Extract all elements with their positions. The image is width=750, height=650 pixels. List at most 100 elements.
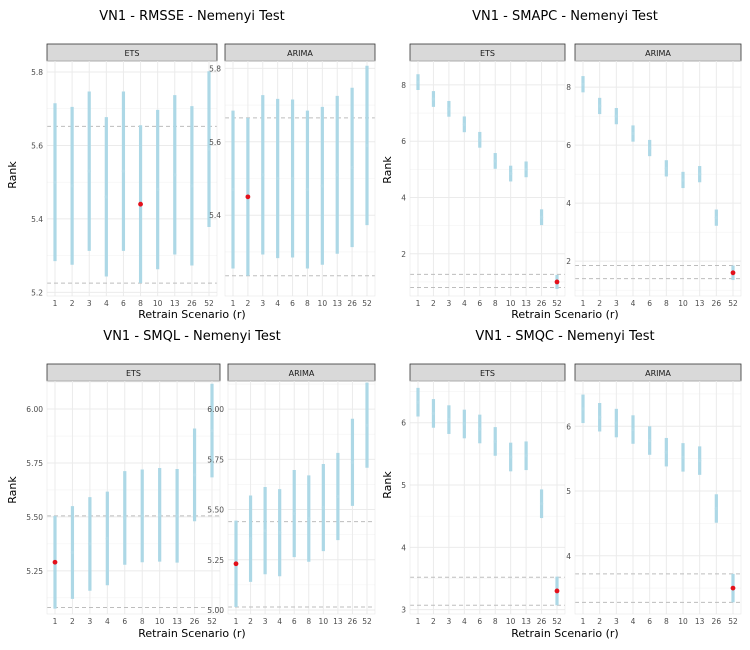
mean-rank-point xyxy=(192,473,197,477)
panel-ets: ETS 2 4 6 8 1 2 3 4 6 8 10 13 26 52 xyxy=(401,43,566,308)
chart-4: VN1 - SMQC - Nemenyi Test Retrain Scenari… xyxy=(381,329,742,640)
mean-rank-point xyxy=(493,439,497,444)
mean-rank-point xyxy=(431,97,436,101)
mean-rank-point xyxy=(70,184,74,188)
x-tick-label: 10 xyxy=(678,617,688,626)
mean-rank-point xyxy=(53,180,57,184)
mean-rank-point xyxy=(87,169,91,173)
x-tick-label: 6 xyxy=(121,299,126,308)
y-tick-label: 3 xyxy=(401,606,406,615)
mean-rank-point xyxy=(509,455,513,459)
x-tick-label: 8 xyxy=(493,299,498,308)
x-tick-label: 3 xyxy=(87,299,92,308)
x-tick-label: 52 xyxy=(204,299,214,308)
x-tick-label: 6 xyxy=(647,617,652,626)
x-axis-label: Retrain Scenario (r) xyxy=(138,627,245,640)
y-axis-label: Rank xyxy=(6,476,19,504)
x-tick-label: 1 xyxy=(231,299,236,308)
panel-arima: ARIMA 4 5 6 1 2 3 4 6 8 10 13 26 52 xyxy=(566,363,742,626)
x-tick-label: 13 xyxy=(521,299,531,308)
x-tick-label: 2 xyxy=(248,617,253,626)
x-tick-label: 26 xyxy=(537,617,547,626)
facet-strip-label: ETS xyxy=(480,369,495,378)
mean-rank-point xyxy=(307,516,311,521)
y-tick-label: 2 xyxy=(401,250,406,259)
panel-arima: ARIMA 5.00 5.25 5.50 5.75 6.00 1 2 3 4 6 8 10 13 26 52 xyxy=(207,363,376,626)
x-tick-label: 2 xyxy=(431,299,436,308)
mean-rank-point xyxy=(335,173,339,177)
mean-rank-point xyxy=(292,511,296,516)
y-tick-label: 5.6 xyxy=(209,138,221,147)
x-tick-label: 4 xyxy=(631,299,636,308)
x-tick-label: 13 xyxy=(333,617,343,626)
best-rank-point xyxy=(233,561,239,567)
best-rank-point xyxy=(138,201,143,207)
mean-rank-point xyxy=(158,513,162,517)
x-tick-label: 52 xyxy=(362,617,372,626)
y-tick-label: 5.75 xyxy=(207,455,224,464)
x-tick-label: 10 xyxy=(155,617,165,626)
x-tick-label: 13 xyxy=(521,617,531,626)
mean-rank-point xyxy=(524,454,528,458)
x-tick-label: 2 xyxy=(70,299,75,308)
mean-rank-point xyxy=(462,122,466,126)
mean-rank-point xyxy=(598,104,602,108)
y-tick-label: 6 xyxy=(566,422,571,431)
mean-rank-point xyxy=(190,184,194,188)
y-tick-label: 5.50 xyxy=(207,506,224,515)
y-tick-label: 6.00 xyxy=(26,405,43,414)
x-tick-label: 3 xyxy=(260,299,265,308)
y-tick-label: 8 xyxy=(566,83,571,92)
mean-rank-point xyxy=(478,138,482,142)
mean-rank-point xyxy=(631,427,635,432)
panel-ets: ETS 3 4 5 6 1 2 3 4 6 8 10 13 26 52 xyxy=(401,363,566,626)
mean-rank-point xyxy=(263,529,267,533)
x-tick-label: 10 xyxy=(678,299,688,308)
mean-rank-point xyxy=(431,411,436,415)
mean-rank-point xyxy=(524,167,528,171)
y-tick-label: 8 xyxy=(401,81,406,90)
y-tick-label: 5.8 xyxy=(209,64,221,73)
mean-rank-point xyxy=(365,143,369,148)
panel-frame xyxy=(409,60,566,297)
x-tick-label: 4 xyxy=(277,617,282,626)
chart-title: VN1 - SMQC - Nemenyi Test xyxy=(475,329,654,344)
facet-strip-label: ARIMA xyxy=(645,49,671,58)
panel-frame xyxy=(227,380,376,615)
mean-rank-point xyxy=(493,159,497,163)
x-tick-label: 1 xyxy=(53,299,58,308)
mean-rank-point xyxy=(104,195,108,199)
x-tick-label: 26 xyxy=(347,299,357,308)
x-tick-label: 2 xyxy=(70,617,75,626)
x-tick-label: 4 xyxy=(462,617,467,626)
x-tick-label: 26 xyxy=(712,617,722,626)
y-tick-label: 6 xyxy=(401,137,406,146)
mean-rank-point xyxy=(681,455,685,459)
x-tick-label: 52 xyxy=(728,617,738,626)
mean-rank-point xyxy=(447,418,451,422)
mean-rank-point xyxy=(462,422,466,426)
mean-rank-point xyxy=(539,215,544,219)
mean-rank-point xyxy=(207,147,211,151)
x-tick-label: 4 xyxy=(105,617,110,626)
chart-title: VN1 - SMQL - Nemenyi Test xyxy=(103,329,280,344)
y-tick-label: 5.50 xyxy=(26,513,43,522)
x-tick-label: 26 xyxy=(187,299,197,308)
mean-rank-point xyxy=(261,173,265,177)
mean-rank-point xyxy=(664,166,668,170)
x-tick-label: 1 xyxy=(234,617,239,626)
y-tick-label: 6 xyxy=(401,419,406,428)
x-tick-label: 8 xyxy=(664,617,669,626)
mean-rank-point xyxy=(447,107,451,111)
x-tick-label: 52 xyxy=(552,299,562,308)
mean-rank-point xyxy=(121,169,126,173)
mean-rank-point xyxy=(350,460,355,464)
mean-rank-point xyxy=(105,536,109,541)
best-rank-point xyxy=(554,279,560,285)
x-tick-label: 4 xyxy=(275,299,280,308)
mean-rank-point xyxy=(714,216,718,220)
mean-rank-point xyxy=(539,502,544,506)
x-tick-label: 8 xyxy=(140,617,145,626)
mean-rank-point xyxy=(648,438,652,443)
x-tick-label: 26 xyxy=(537,299,547,308)
